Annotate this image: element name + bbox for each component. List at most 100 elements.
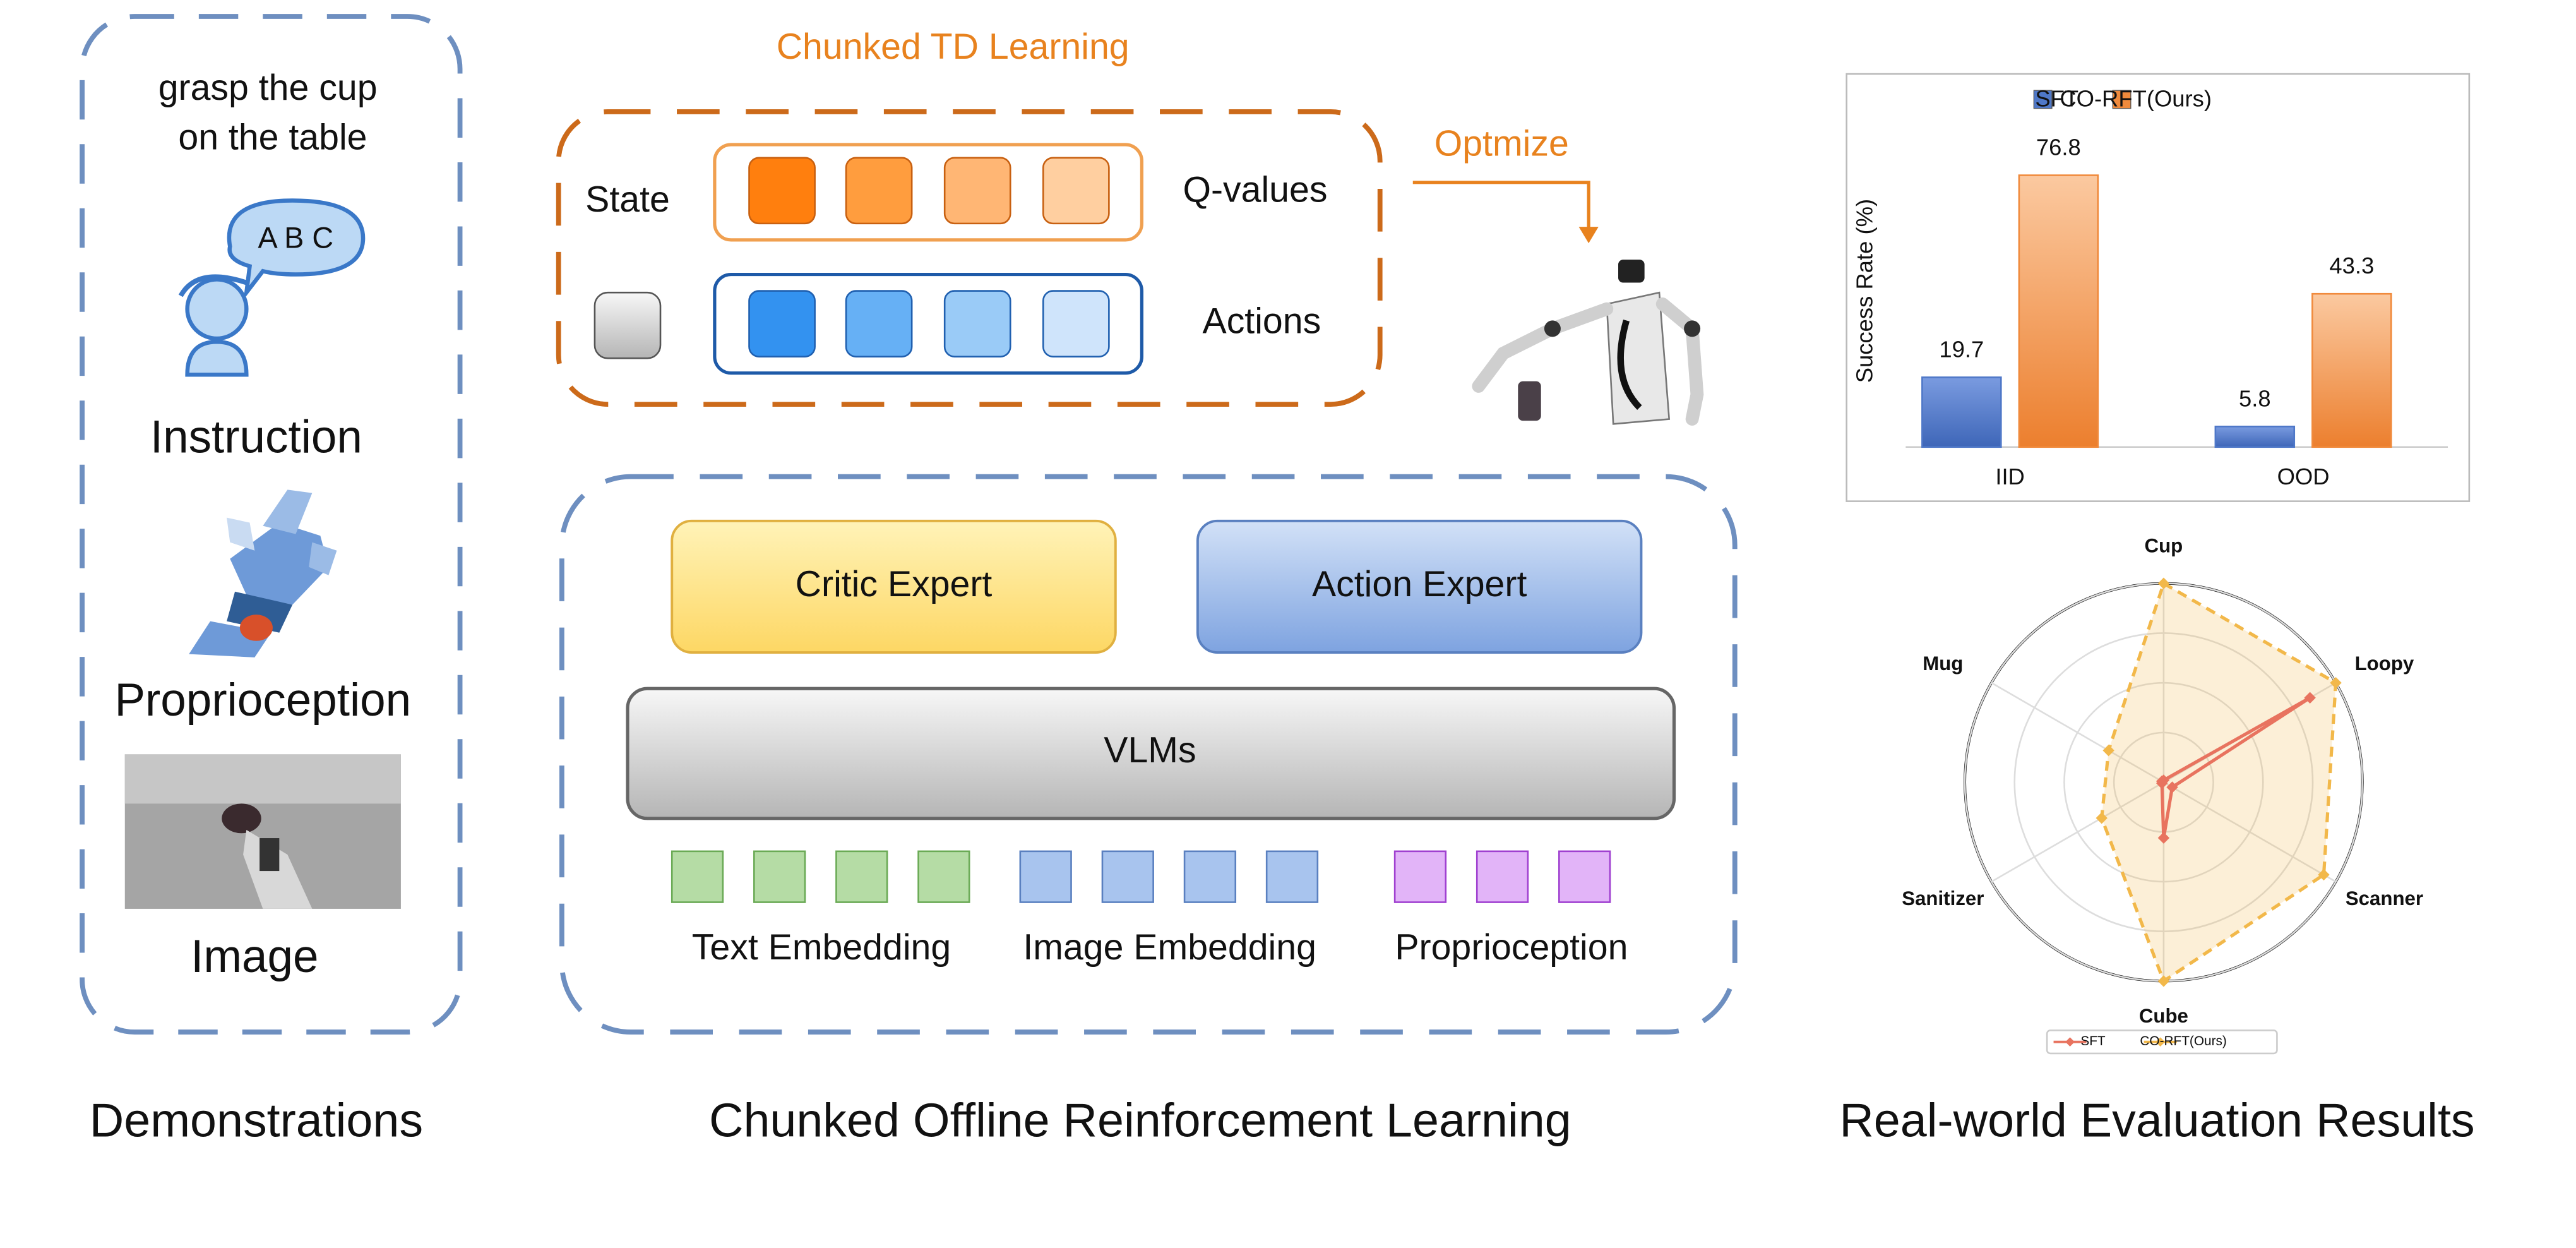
dashed-frame (80, 14, 463, 1035)
legend-marker (2156, 1037, 2166, 1047)
demonstrations-panel: grasp the cup on the table A B C Instruc… (80, 14, 463, 1147)
speech-text: A B C (258, 221, 334, 254)
token (1183, 850, 1237, 903)
radar-category-label: Mug (1923, 652, 1963, 675)
radar-point (2102, 745, 2114, 757)
state-cell (593, 291, 662, 359)
person-body (185, 339, 249, 377)
photo-table (124, 754, 401, 804)
td-title: Chunked TD Learning (777, 27, 1130, 67)
hand-finger (263, 489, 313, 534)
proprio-tokens (1393, 850, 1611, 903)
token (753, 850, 806, 903)
legend-marker (2065, 1037, 2075, 1047)
radar-category-label: Cup (2145, 535, 2183, 557)
token (1558, 850, 1611, 903)
image-tokens (1019, 850, 1319, 903)
action-expert-label: Action Expert (1312, 564, 1527, 604)
robot-arm (1655, 297, 1704, 426)
embedding-label: Text Embedding (692, 927, 951, 968)
architecture-panel: Critic Expert Action Expert VLMs Text Em… (559, 474, 1738, 1147)
radar-category-label: Cube (2139, 1005, 2188, 1027)
robot-stripe (1617, 319, 1642, 410)
hand-palm (230, 522, 329, 605)
q-value-box (713, 143, 1144, 242)
input-label: Instruction (150, 412, 362, 463)
hand-finger (227, 517, 255, 551)
q-value-cell (845, 157, 913, 225)
token (835, 850, 888, 903)
token (1101, 850, 1154, 903)
results-panel: Success Rate (%) Real-world Evaluation R… (1839, 73, 2475, 1147)
bar (2214, 425, 2296, 448)
radar-category-label: Scanner (2346, 887, 2423, 909)
panel-caption: Chunked Offline Reinforcement Learning (709, 1094, 1571, 1147)
photo-cup (222, 803, 261, 834)
robot-head (1618, 260, 1645, 283)
hand-icon (189, 489, 337, 657)
robot-cup (1518, 381, 1541, 421)
x-tick-label: IID (1995, 464, 2025, 489)
action-cell (845, 290, 913, 357)
embedding-label: Proprioception (1395, 927, 1628, 968)
token (1019, 850, 1072, 903)
radar-spoke (2163, 781, 2337, 883)
action-cell (748, 290, 816, 357)
q-value-cell (1042, 157, 1110, 225)
token (917, 850, 970, 903)
legend-label: SFT (2035, 85, 2078, 111)
value-label: 5.8 (2239, 385, 2271, 411)
bar (1921, 376, 2002, 448)
actions-label: Actions (1203, 301, 1321, 342)
input-label: Proprioception (114, 675, 411, 726)
radar-category-label: Loopy (2355, 652, 2414, 675)
legend-label: CO-RFT(Ours) (2140, 1034, 2226, 1048)
token (671, 850, 724, 903)
action-box (713, 272, 1144, 375)
value-label: 76.8 (2036, 135, 2081, 160)
q-value-cell (748, 157, 816, 225)
legend-label: CO-RFT(Ours) (2060, 85, 2212, 111)
legend-label: SFT (2080, 1034, 2106, 1048)
dashed-frame (556, 109, 1383, 407)
person-head (185, 277, 249, 341)
hand-finger (309, 542, 337, 575)
optimize-label: Optmize (1434, 124, 1569, 164)
state-label: State (585, 179, 670, 220)
robot-arm (1472, 302, 1614, 393)
token (1265, 850, 1319, 903)
input-label: Image (191, 931, 318, 982)
photo-gripper (259, 838, 280, 872)
image-thumbnail (124, 754, 401, 909)
legend-frame (2046, 1029, 2278, 1055)
token (1393, 850, 1447, 903)
radar-spoke (1991, 682, 2164, 783)
legend-swatch (2112, 90, 2132, 109)
optimize-arrow (1412, 181, 1590, 231)
td-learning-panel: Chunked TD Learning State Q-values Actio… (556, 27, 1704, 426)
panel-caption: Real-world Evaluation Results (1839, 1094, 2474, 1147)
instruction-text: grasp the cup (158, 68, 378, 108)
text-tokens (671, 850, 970, 903)
instruction-text: on the table (178, 117, 367, 157)
action-cell (943, 290, 1011, 357)
vlm-label: VLMs (1104, 730, 1196, 771)
action-cell (1042, 290, 1110, 357)
value-label: 19.7 (1939, 336, 1984, 362)
panel-caption: Demonstrations (90, 1094, 423, 1147)
q-values-label: Q-values (1183, 170, 1327, 210)
critic-expert-label: Critic Expert (796, 564, 993, 604)
radar-spoke (1991, 781, 2164, 883)
token (1476, 850, 1529, 903)
legend-swatch (2033, 90, 2053, 109)
y-axis-label: Success Rate (%) (1852, 199, 1878, 383)
speech-bubble (227, 198, 366, 300)
q-value-cell (943, 157, 1011, 225)
hand-joint (239, 615, 273, 641)
radar-point (2166, 781, 2178, 793)
bar (2018, 174, 2099, 448)
radar-point (2318, 868, 2330, 881)
action-expert-box (1196, 519, 1643, 654)
dashed-frame (559, 474, 1738, 1035)
robot-illustration (1472, 260, 1704, 426)
